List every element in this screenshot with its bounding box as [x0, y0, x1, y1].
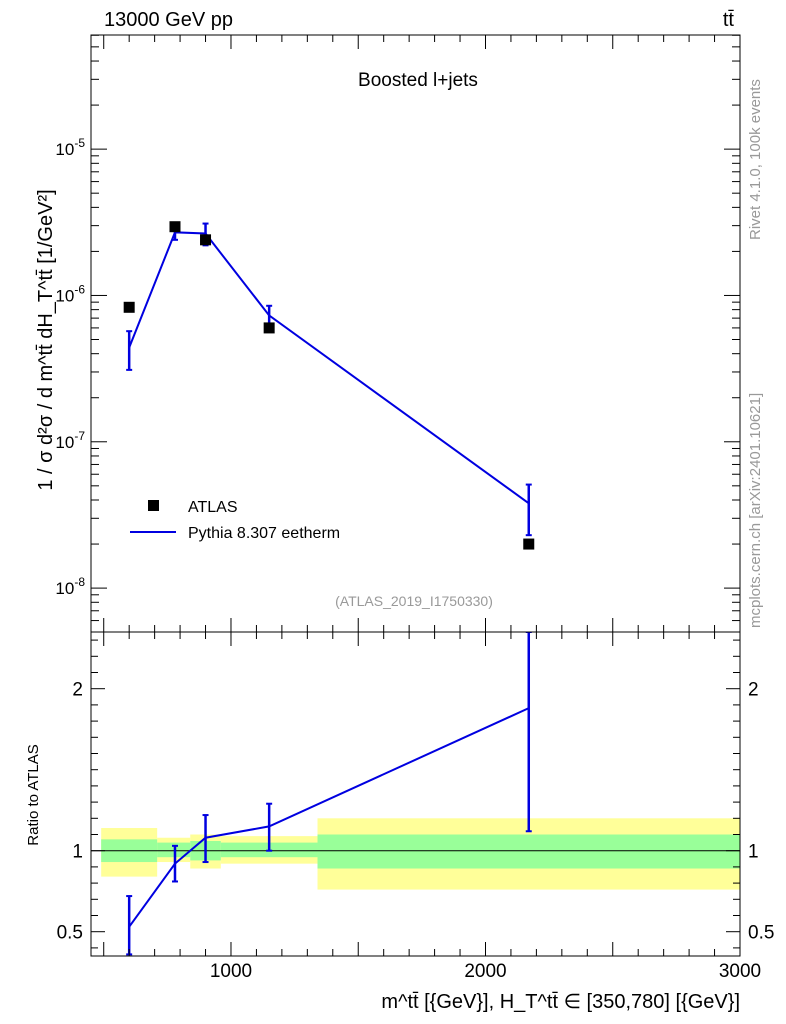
data-point [169, 221, 181, 233]
main-panel: Boosted l+jets (ATLAS_2019_I1750330) 1 /… [35, 34, 741, 633]
y-axis-ticks [91, 34, 740, 622]
x-tick-label: 1000 [210, 961, 252, 982]
legend-marker-data [148, 500, 159, 511]
analysis-id: (ATLAS_2019_I1750330) [335, 593, 493, 609]
ratio-y-ticks: 0.5 0.5 1 1 2 2 [57, 639, 774, 949]
ratio-mc-line [128, 707, 530, 928]
data-point [523, 538, 535, 550]
mcplots-label: mcplots.cern.ch [arXiv:2401.10621] [747, 393, 764, 628]
band-stat [157, 842, 191, 858]
mc-series [126, 222, 532, 537]
x-tick-label: 3000 [719, 961, 761, 982]
header-energy: 13000 GeV pp [104, 9, 233, 31]
y-axis-label: 1 / σ d²σ / d m^tt̄ dH_T^tt̄ [1/GeV²] [35, 189, 57, 490]
ratio-y-tick-label: 0.5 [748, 923, 774, 944]
x-tick-label: 2000 [464, 961, 506, 982]
y-tick-label: 10-7 [55, 429, 85, 452]
data-point [200, 234, 212, 246]
x-axis-ticks-main [103, 35, 741, 632]
header-process: tt̄ [723, 9, 735, 31]
y-axis-tick-labels: 10-8 10-7 10-6 10-5 [55, 136, 85, 598]
legend-label-data: ATLAS [188, 499, 238, 516]
x-axis-label: m^tt̄ [{GeV}], H_T^tt̄ ∈ [350,780] [{GeV… [381, 991, 740, 1013]
legend: ATLAS Pythia 8.307 eetherm [130, 499, 340, 542]
mc-line [128, 231, 530, 505]
x-axis-ticks: 1000 2000 3000 [103, 632, 761, 982]
y-tick-label: 10-5 [55, 136, 85, 159]
y-tick-label: 10-8 [55, 575, 85, 598]
main-frame [90, 34, 741, 633]
data-series [123, 221, 535, 550]
ratio-mc-series [126, 632, 532, 956]
data-point [263, 322, 275, 334]
ratio-y-tick-label: 2 [748, 680, 759, 701]
ratio-panel: 0.5 0.5 1 1 2 2 1000 2000 3000 Ratio to ATLAS m… [25, 631, 774, 1013]
chart-title: Boosted l+jets [358, 70, 478, 91]
band-stat [317, 834, 740, 869]
ratio-y-tick-label: 1 [72, 842, 83, 863]
y-tick-label: 10-6 [55, 282, 85, 305]
rivet-version-label: Rivet 4.1.0, 100k events [747, 79, 764, 240]
ratio-frame [90, 631, 741, 957]
ratio-y-label: Ratio to ATLAS [25, 744, 42, 845]
legend-label-mc: Pythia 8.307 eetherm [188, 525, 340, 542]
uncertainty-band-stat [101, 834, 740, 869]
ratio-y-tick-label: 2 [72, 680, 83, 701]
data-point [123, 301, 135, 313]
ratio-y-tick-label: 1 [748, 842, 759, 863]
ratio-y-tick-label: 0.5 [57, 923, 83, 944]
